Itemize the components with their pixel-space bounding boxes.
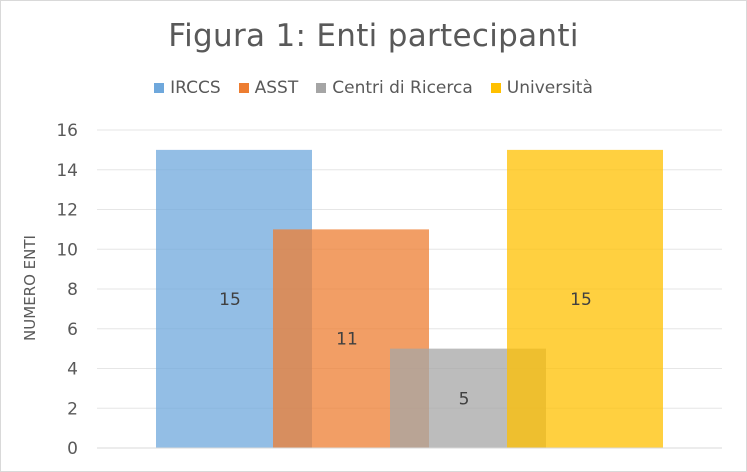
y-tick-label: 2: [67, 399, 78, 419]
y-tick-label: 8: [67, 280, 78, 300]
y-tick-label: 0: [67, 439, 78, 459]
y-tick-label: 16: [56, 121, 78, 141]
legend-item-centri-di-ricerca: Centri di Ricerca: [316, 78, 473, 98]
legend-label: Centri di Ricerca: [332, 78, 473, 98]
legend-label: ASST: [254, 78, 299, 98]
legend-item-irccs: IRCCS: [154, 78, 221, 98]
chart-title: Figura 1: Enti partecipanti: [168, 18, 579, 54]
legend-item-asst: ASST: [238, 78, 299, 98]
legend-swatch: [238, 83, 249, 93]
legend-swatch: [154, 83, 165, 93]
legend-swatch: [490, 83, 501, 93]
data-label: 11: [336, 330, 358, 350]
y-tick-label: 12: [56, 201, 78, 221]
y-tick-label: 4: [67, 360, 78, 380]
y-tick-label: 10: [56, 240, 78, 260]
chart-legend: IRCCS ASST Centri di Ricerca Università: [0, 78, 747, 98]
data-label: 15: [570, 290, 592, 310]
legend-label: IRCCS: [170, 78, 221, 98]
legend-label: Università: [506, 78, 593, 98]
y-tick-label: 14: [56, 161, 78, 181]
legend-swatch: [316, 83, 327, 93]
legend-item-universita: Università: [490, 78, 593, 98]
y-tick-label: 6: [67, 320, 78, 340]
data-label: 5: [459, 389, 470, 409]
bar-universit-: [507, 149, 663, 448]
data-label: 15: [219, 290, 241, 310]
y-axis-label: NUMERO ENTI: [21, 235, 39, 341]
